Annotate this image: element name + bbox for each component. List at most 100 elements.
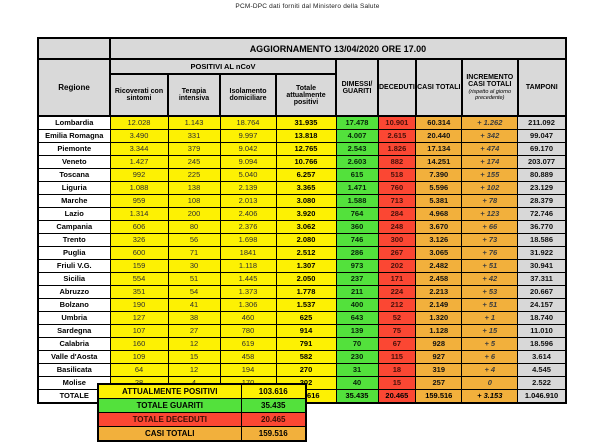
casi-totali-cell: 2.149 (415, 298, 463, 312)
totale-positivi-cell: 791 (275, 337, 337, 351)
incremento-cell: + 15 (461, 324, 519, 338)
totale-positivi-cell: 13.818 (275, 129, 337, 143)
update-banner: AGGIORNAMENTO 13/04/2020 ORE 17.00 (109, 37, 567, 60)
casi-totali-cell: 2.213 (415, 285, 463, 299)
terapia-intensiva-cell: 12 (167, 337, 221, 351)
incremento-note: (rispetto al giorno precedente) (468, 88, 512, 101)
totale-positivi-cell: 3.062 (275, 220, 337, 234)
tamponi-cell: 31.922 (517, 246, 567, 260)
incremento-label: INCREMENTO CASI TOTALI (466, 73, 514, 88)
region-name-cell: Campania (37, 220, 111, 234)
region-name-cell: Abruzzo (37, 285, 111, 299)
ricoverati-cell: 12.028 (109, 115, 169, 130)
deceduti-cell: 18 (377, 363, 417, 377)
isolamento-cell: 9.997 (219, 129, 277, 143)
casi-totali-cell: 5.381 (415, 194, 463, 208)
casi-totali-cell: 2.458 (415, 272, 463, 286)
terapia-intensiva-cell: 54 (167, 285, 221, 299)
totale-positivi-cell: 914 (275, 324, 337, 338)
incremento-cell: + 3.153 (461, 389, 519, 404)
ricoverati-cell: 64 (109, 363, 169, 377)
table-row: Marche 959 108 2.013 3.080 1.588 713 5.3… (37, 194, 567, 208)
ricoverati-cell: 109 (109, 350, 169, 364)
isolamento-cell: 1.306 (219, 298, 277, 312)
deceduti-cell: 20.465 (377, 389, 417, 404)
casi-totali-cell: 2.482 (415, 259, 463, 273)
totale-positivi-cell: 2.080 (275, 233, 337, 247)
totale-positivi-cell: 1.537 (275, 298, 337, 312)
col-header-deceduti: DECEDUTI (377, 58, 417, 117)
col-header-tamponi: TAMPONI (516, 58, 567, 117)
incremento-cell: + 1.262 (461, 115, 519, 130)
ricoverati-cell: 3.344 (109, 142, 169, 156)
ricoverati-cell: 190 (109, 298, 169, 312)
col-group-positivi: POSITIVI AL nCoV (109, 58, 337, 75)
totale-positivi-cell: 6.257 (275, 168, 337, 182)
deceduti-cell: 67 (377, 337, 417, 351)
deceduti-cell: 224 (377, 285, 417, 299)
totale-positivi-cell: 270 (275, 363, 337, 377)
region-name-cell: Liguria (37, 181, 111, 195)
isolamento-cell: 2.139 (219, 181, 277, 195)
ricoverati-cell: 992 (109, 168, 169, 182)
tamponi-cell: 4.545 (517, 363, 567, 377)
totale-positivi-cell: 582 (275, 350, 337, 364)
ricoverati-cell: 959 (109, 194, 169, 208)
region-name-cell: Sicilia (37, 272, 111, 286)
totale-positivi-cell: 3.365 (275, 181, 337, 195)
tamponi-cell: 37.311 (517, 272, 567, 286)
tamponi-cell: 24.157 (517, 298, 567, 312)
totale-positivi-cell: 2.050 (275, 272, 337, 286)
summary-body: ATTUALMENTE POSITIVI 103.616 TOTALE GUAR… (97, 383, 307, 442)
summary-label: TOTALE DECEDUTI (97, 412, 242, 427)
ricoverati-cell: 1.427 (109, 155, 169, 169)
dimessi-guariti-cell: 400 (335, 298, 379, 312)
isolamento-cell: 1.698 (219, 233, 277, 247)
table-row: Lazio 1.314 200 2.406 3.920 764 284 4.96… (37, 207, 567, 221)
ricoverati-cell: 159 (109, 259, 169, 273)
incremento-cell: 0 (461, 376, 519, 390)
dimessi-guariti-cell: 40 (335, 376, 379, 390)
terapia-intensiva-cell: 200 (167, 207, 221, 221)
col-header-casi-totali: CASI TOTALI (414, 58, 463, 117)
isolamento-cell: 460 (219, 311, 277, 325)
dimessi-guariti-cell: 2.603 (335, 155, 379, 169)
casi-totali-cell: 257 (415, 376, 463, 390)
casi-totali-cell: 1.128 (415, 324, 463, 338)
region-name-cell: Basilicata (37, 363, 111, 377)
summary-label: CASI TOTALI (97, 426, 242, 442)
totale-positivi-cell: 625 (275, 311, 337, 325)
incremento-cell: + 4 (461, 363, 519, 377)
summary-row: TOTALE GUARITI 35.435 (97, 398, 307, 413)
tamponi-cell: 80.889 (517, 168, 567, 182)
deceduti-cell: 284 (377, 207, 417, 221)
page-title: PCM-DPC dati forniti dal Ministero della… (235, 3, 380, 10)
col-header-totale-positivi: Totale attualmente positivi (275, 73, 337, 117)
ricoverati-cell: 351 (109, 285, 169, 299)
tamponi-cell: 72.746 (517, 207, 567, 221)
totale-positivi-cell: 2.512 (275, 246, 337, 260)
summary-label: ATTUALMENTE POSITIVI (97, 383, 242, 399)
terapia-intensiva-cell: 225 (167, 168, 221, 182)
table-row: Trento 326 56 1.698 2.080 746 300 3.126 … (37, 233, 567, 247)
isolamento-cell: 619 (219, 337, 277, 351)
tamponi-cell: 1.046.910 (517, 389, 567, 404)
tamponi-cell: 3.614 (517, 350, 567, 364)
region-name-cell: Umbria (37, 311, 111, 325)
casi-totali-cell: 1.320 (415, 311, 463, 325)
terapia-intensiva-cell: 12 (167, 363, 221, 377)
terapia-intensiva-cell: 138 (167, 181, 221, 195)
tamponi-cell: 203.077 (517, 155, 567, 169)
incremento-cell: + 73 (461, 233, 519, 247)
incremento-cell: + 66 (461, 220, 519, 234)
isolamento-cell: 1.445 (219, 272, 277, 286)
dimessi-guariti-cell: 973 (335, 259, 379, 273)
totale-positivi-cell: 31.935 (275, 115, 337, 130)
dimessi-guariti-cell: 1.471 (335, 181, 379, 195)
col-header-terapia-intensiva: Terapia intensiva (167, 73, 221, 117)
summary-value: 35.435 (240, 398, 307, 413)
isolamento-cell: 2.013 (219, 194, 277, 208)
tamponi-cell: 2.522 (517, 376, 567, 390)
totale-positivi-cell: 12.765 (275, 142, 337, 156)
tamponi-cell: 20.667 (517, 285, 567, 299)
